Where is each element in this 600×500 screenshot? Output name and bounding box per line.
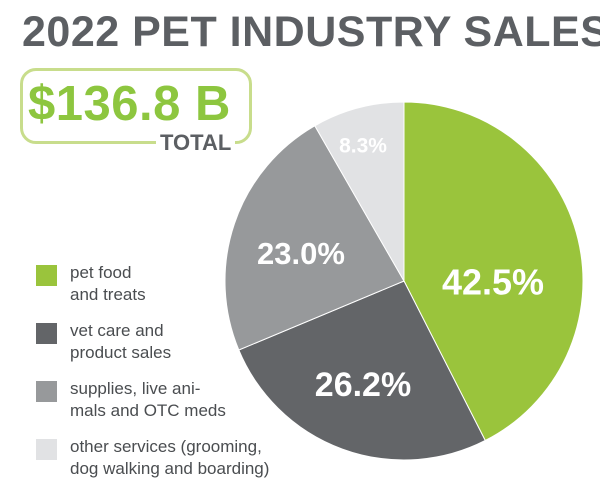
legend-swatch bbox=[36, 381, 57, 402]
pie-slice-supplies bbox=[224, 125, 405, 351]
legend-swatch bbox=[36, 439, 57, 460]
slice-value-label: 42.5% bbox=[442, 262, 544, 303]
legend-label: vet care and product sales bbox=[70, 321, 172, 362]
legend-label: supplies, live ani- mals and OTC meds bbox=[70, 379, 226, 420]
slice-value-label: 8.3% bbox=[339, 135, 387, 158]
slice-value-label: 23.0% bbox=[257, 236, 345, 271]
legend-label: pet food and treats bbox=[70, 263, 146, 304]
slice-value-label: 26.2% bbox=[315, 366, 411, 404]
legend-label: other services (grooming, dog walking an… bbox=[70, 437, 270, 478]
legend-swatch bbox=[36, 323, 57, 344]
legend-swatch bbox=[36, 265, 57, 286]
total-label: TOTAL bbox=[156, 131, 236, 155]
total-value: $136.8 B bbox=[28, 77, 231, 131]
pie-slice-other-services bbox=[314, 101, 405, 283]
pie-slice-pet-food bbox=[403, 101, 584, 442]
pie-slice-vet-care bbox=[238, 280, 486, 461]
chart-title: 2022 PET INDUSTRY SALES bbox=[22, 8, 600, 56]
